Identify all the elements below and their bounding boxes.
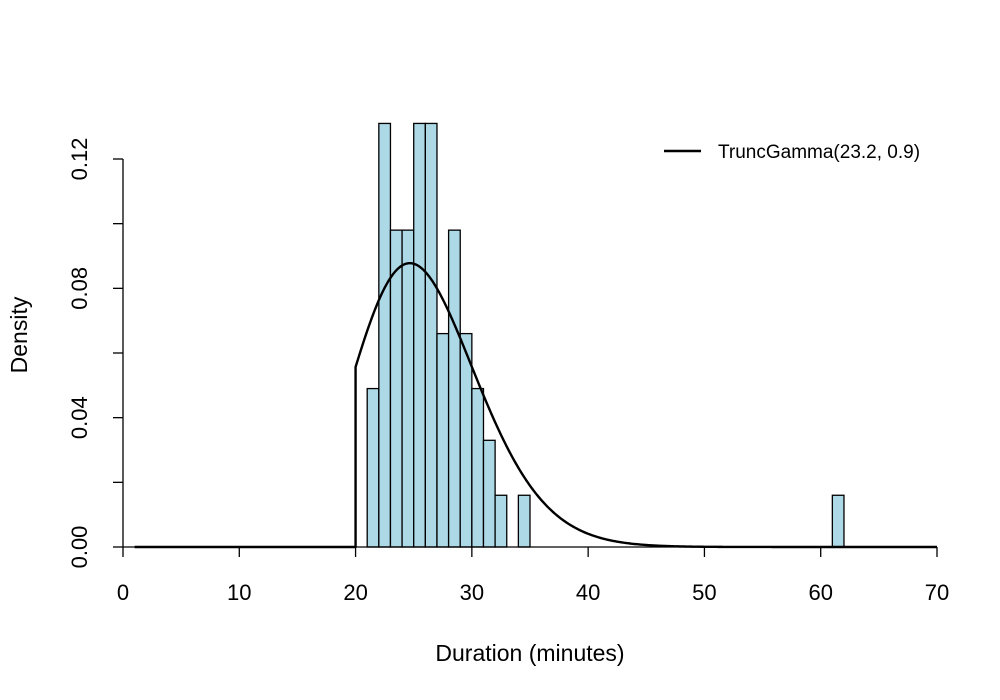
y-tick-label: 0.12 (67, 138, 92, 181)
histogram-bar (831, 494, 845, 548)
histogram-bar (378, 122, 392, 548)
histogram-bar (517, 494, 531, 548)
density-curve (134, 261, 938, 549)
x-axis-title: Duration (minutes) (435, 640, 624, 666)
x-tick-label: 60 (808, 580, 832, 605)
x-tick-label: 30 (460, 580, 484, 605)
x-axis: 0 10 20 30 40 50 60 70 (117, 546, 949, 605)
histogram-bars (366, 122, 845, 548)
histogram-bar (436, 332, 450, 548)
y-axis: 0.00 0.04 0.08 0.12 (67, 138, 124, 569)
x-tick-label: 40 (576, 580, 600, 605)
x-tick-label: 20 (343, 580, 367, 605)
histogram-bar (424, 122, 438, 548)
legend-label: TruncGamma(23.2, 0.9) (718, 142, 920, 163)
histogram-bar (471, 387, 485, 548)
y-axis-title: Density (6, 296, 32, 373)
histogram-bar (389, 229, 403, 548)
x-tick-label: 70 (925, 580, 949, 605)
histogram-bar (401, 229, 415, 548)
x-tick-label: 10 (227, 580, 251, 605)
x-tick-label: 50 (692, 580, 716, 605)
y-tick-label: 0.08 (67, 267, 92, 310)
y-tick-label: 0.04 (67, 396, 92, 439)
legend: TruncGamma(23.2, 0.9) (664, 142, 920, 163)
y-tick-label: 0.00 (67, 526, 92, 569)
histogram-bar (413, 122, 426, 548)
histogram-bar (482, 439, 496, 548)
histogram-bar (447, 229, 461, 548)
x-tick-label: 0 (117, 580, 129, 605)
histogram-bar (366, 387, 380, 548)
histogram-bar (494, 494, 508, 548)
